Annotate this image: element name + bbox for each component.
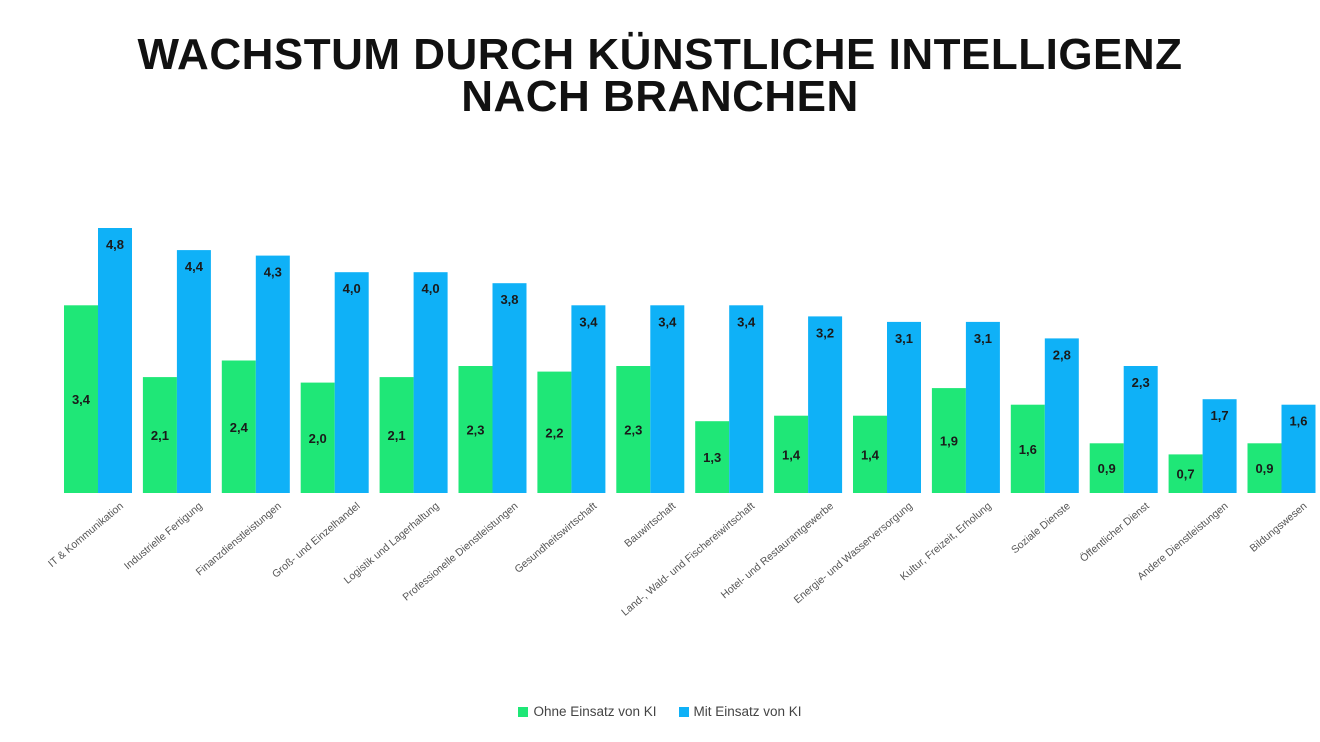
bar-mit-ki-it-kommunikation xyxy=(98,228,132,493)
data-label-ohne-ki-energie-und-wasserversorgung: 1,4 xyxy=(861,447,880,462)
bar-mit-ki-finanzdienstleistungen xyxy=(255,255,290,493)
bar-ohne-ki-professionelle-dienstleistungen xyxy=(458,366,493,493)
bar-mit-ki-land-wald-und-fischereiwirtschaft xyxy=(729,305,764,493)
x-tick-label-andere-dienstleistungen: Andere Dienstleistungen xyxy=(1135,500,1230,583)
data-label-ohne-ki-kultur-freizeit-erholung: 1,9 xyxy=(940,434,958,449)
legend-item-mit-ki: Mit Einsatz von KI xyxy=(678,704,802,719)
data-label-ohne-ki-logistik-und-lagerhaltung: 2,1 xyxy=(388,428,406,443)
chart-title-line-2: NACH BRANCHEN xyxy=(461,72,859,121)
bar-ohne-ki-andere-dienstleistungen xyxy=(1168,454,1203,493)
bar-ohne-ki-energie-und-wasserversorgung xyxy=(853,415,887,493)
bar-mit-ki-professionelle-dienstleistungen xyxy=(492,283,527,493)
data-label-mit-ki-kultur-freizeit-erholung: 3,1 xyxy=(974,331,992,346)
data-label-mit-ki-hotel-und-restaurantgewerbe: 3,2 xyxy=(816,325,834,340)
bar-mit-ki-energie-und-wasserversorgung xyxy=(887,321,921,493)
data-label-ohne-ki-bildungswesen: 0,9 xyxy=(1255,461,1273,476)
bar-ohne-ki-bildungswesen xyxy=(1247,443,1282,493)
x-tick-label-land-wald-und-fischereiwirtschaft: Land-, Wald- und Fischereiwirtschaft xyxy=(619,500,757,619)
data-label-ohne-ki-soziale-dienste: 1,6 xyxy=(1019,442,1037,457)
data-label-ohne-ki-gesundheitswirtschaft: 2,2 xyxy=(545,425,563,440)
x-tick-label-bildungswesen: Bildungswesen xyxy=(1248,500,1310,555)
bar-mit-ki-bildungswesen xyxy=(1281,404,1316,493)
bar-ohne-ki-it-kommunikation xyxy=(64,305,98,493)
bar-ohne-ki-industrielle-fertigung xyxy=(142,377,177,493)
x-tick-label-oeffentlicher-dienst: Öffentlicher Dienst xyxy=(1078,500,1152,565)
legend: Ohne Einsatz von KI Mit Einsatz von KI xyxy=(0,704,1320,719)
bar-mit-ki-industrielle-fertigung xyxy=(176,250,211,493)
bar-mit-ki-logistik-und-lagerhaltung xyxy=(413,272,448,493)
legend-item-ohne-ki: Ohne Einsatz von KI xyxy=(518,704,657,719)
legend-swatch-mit-ki xyxy=(678,706,689,717)
bar-ohne-ki-finanzdienstleistungen xyxy=(221,360,256,493)
bar-mit-ki-gross-und-einzelhandel xyxy=(334,272,369,493)
legend-label-ohne-ki: Ohne Einsatz von KI xyxy=(533,704,657,719)
data-label-mit-ki-bauwirtschaft: 3,4 xyxy=(658,314,677,329)
bar-mit-ki-hotel-und-restaurantgewerbe xyxy=(808,316,843,493)
chart-title: WACHSTUM DURCH KÜNSTLICHE INTELLIGENZ NA… xyxy=(0,30,1320,121)
data-label-ohne-ki-finanzdienstleistungen: 2,4 xyxy=(230,420,249,435)
bars-layer xyxy=(64,228,1316,493)
legend-swatch-ohne-ki xyxy=(518,706,529,717)
data-label-ohne-ki-bauwirtschaft: 2,3 xyxy=(624,423,642,438)
x-tick-label-finanzdienstleistungen: Finanzdienstleistungen xyxy=(194,500,284,578)
data-label-mit-ki-industrielle-fertigung: 4,4 xyxy=(185,259,204,274)
bar-mit-ki-gesundheitswirtschaft xyxy=(571,305,606,493)
data-labels-layer: 3,4 4,8 2,1 4,4 2,4 4,3 2,0 4,0 2,1 4,0 2,3 3,8 2,2 3… xyxy=(72,237,1308,482)
data-label-mit-ki-land-wald-und-fischereiwirtschaft: 3,4 xyxy=(737,314,756,329)
bar-ohne-ki-gross-und-einzelhandel xyxy=(300,382,335,493)
bar-mit-ki-bauwirtschaft xyxy=(650,305,685,493)
data-label-mit-ki-gross-und-einzelhandel: 4,0 xyxy=(343,281,361,296)
bar-ohne-ki-gesundheitswirtschaft xyxy=(537,371,572,493)
bar-ohne-ki-bauwirtschaft xyxy=(616,366,651,493)
bar-mit-ki-oeffentlicher-dienst xyxy=(1123,366,1158,493)
data-label-mit-ki-oeffentlicher-dienst: 2,3 xyxy=(1132,375,1150,390)
bar-ohne-ki-kultur-freizeit-erholung xyxy=(931,388,966,493)
data-label-mit-ki-bildungswesen: 1,6 xyxy=(1289,414,1307,429)
data-label-mit-ki-andere-dienstleistungen: 1,7 xyxy=(1211,408,1229,423)
data-label-mit-ki-logistik-und-lagerhaltung: 4,0 xyxy=(422,281,440,296)
data-label-mit-ki-professionelle-dienstleistungen: 3,8 xyxy=(500,292,518,307)
data-label-ohne-ki-hotel-und-restaurantgewerbe: 1,4 xyxy=(782,447,801,462)
data-label-ohne-ki-oeffentlicher-dienst: 0,9 xyxy=(1098,461,1116,476)
data-label-mit-ki-gesundheitswirtschaft: 3,4 xyxy=(579,314,598,329)
bar-mit-ki-andere-dienstleistungen xyxy=(1202,399,1237,493)
bar-mit-ki-kultur-freizeit-erholung xyxy=(965,321,1000,493)
x-tick-label-soziale-dienste: Soziale Dienste xyxy=(1009,500,1073,556)
data-label-ohne-ki-industrielle-fertigung: 2,1 xyxy=(151,428,169,443)
data-label-ohne-ki-professionelle-dienstleistungen: 2,3 xyxy=(466,423,484,438)
bar-ohne-ki-land-wald-und-fischereiwirtschaft xyxy=(695,421,730,493)
data-label-mit-ki-it-kommunikation: 4,8 xyxy=(106,237,124,252)
x-tick-label-industrielle-fertigung: Industrielle Fertigung xyxy=(122,500,205,572)
data-label-ohne-ki-gross-und-einzelhandel: 2,0 xyxy=(309,431,327,446)
x-tick-label-gesundheitswirtschaft: Gesundheitswirtschaft xyxy=(512,500,599,576)
x-tick-label-it-kommunikation: IT & Kommunikation xyxy=(46,500,126,570)
x-tick-label-kultur-freizeit-erholung: Kultur, Freizeit, Erholung xyxy=(898,500,994,583)
bar-mit-ki-soziale-dienste xyxy=(1044,338,1079,493)
data-label-ohne-ki-it-kommunikation: 3,4 xyxy=(72,392,91,407)
bar-ohne-ki-hotel-und-restaurantgewerbe xyxy=(774,415,809,493)
data-label-ohne-ki-land-wald-und-fischereiwirtschaft: 1,3 xyxy=(703,450,721,465)
data-label-mit-ki-energie-und-wasserversorgung: 3,1 xyxy=(895,331,913,346)
legend-label-mit-ki: Mit Einsatz von KI xyxy=(693,704,802,719)
data-label-mit-ki-finanzdienstleistungen: 4,3 xyxy=(264,265,282,280)
bar-ohne-ki-oeffentlicher-dienst xyxy=(1089,443,1124,493)
data-label-mit-ki-soziale-dienste: 2,8 xyxy=(1053,347,1071,362)
data-label-ohne-ki-andere-dienstleistungen: 0,7 xyxy=(1177,467,1195,482)
bar-ohne-ki-soziale-dienste xyxy=(1010,404,1045,493)
x-tick-label-bauwirtschaft: Bauwirtschaft xyxy=(622,500,678,550)
chart-title-line-1: WACHSTUM DURCH KÜNSTLICHE INTELLIGENZ xyxy=(137,30,1183,79)
bar-ohne-ki-logistik-und-lagerhaltung xyxy=(379,377,414,493)
x-tick-label-gross-und-einzelhandel: Groß- und Einzelhandel xyxy=(270,500,363,580)
